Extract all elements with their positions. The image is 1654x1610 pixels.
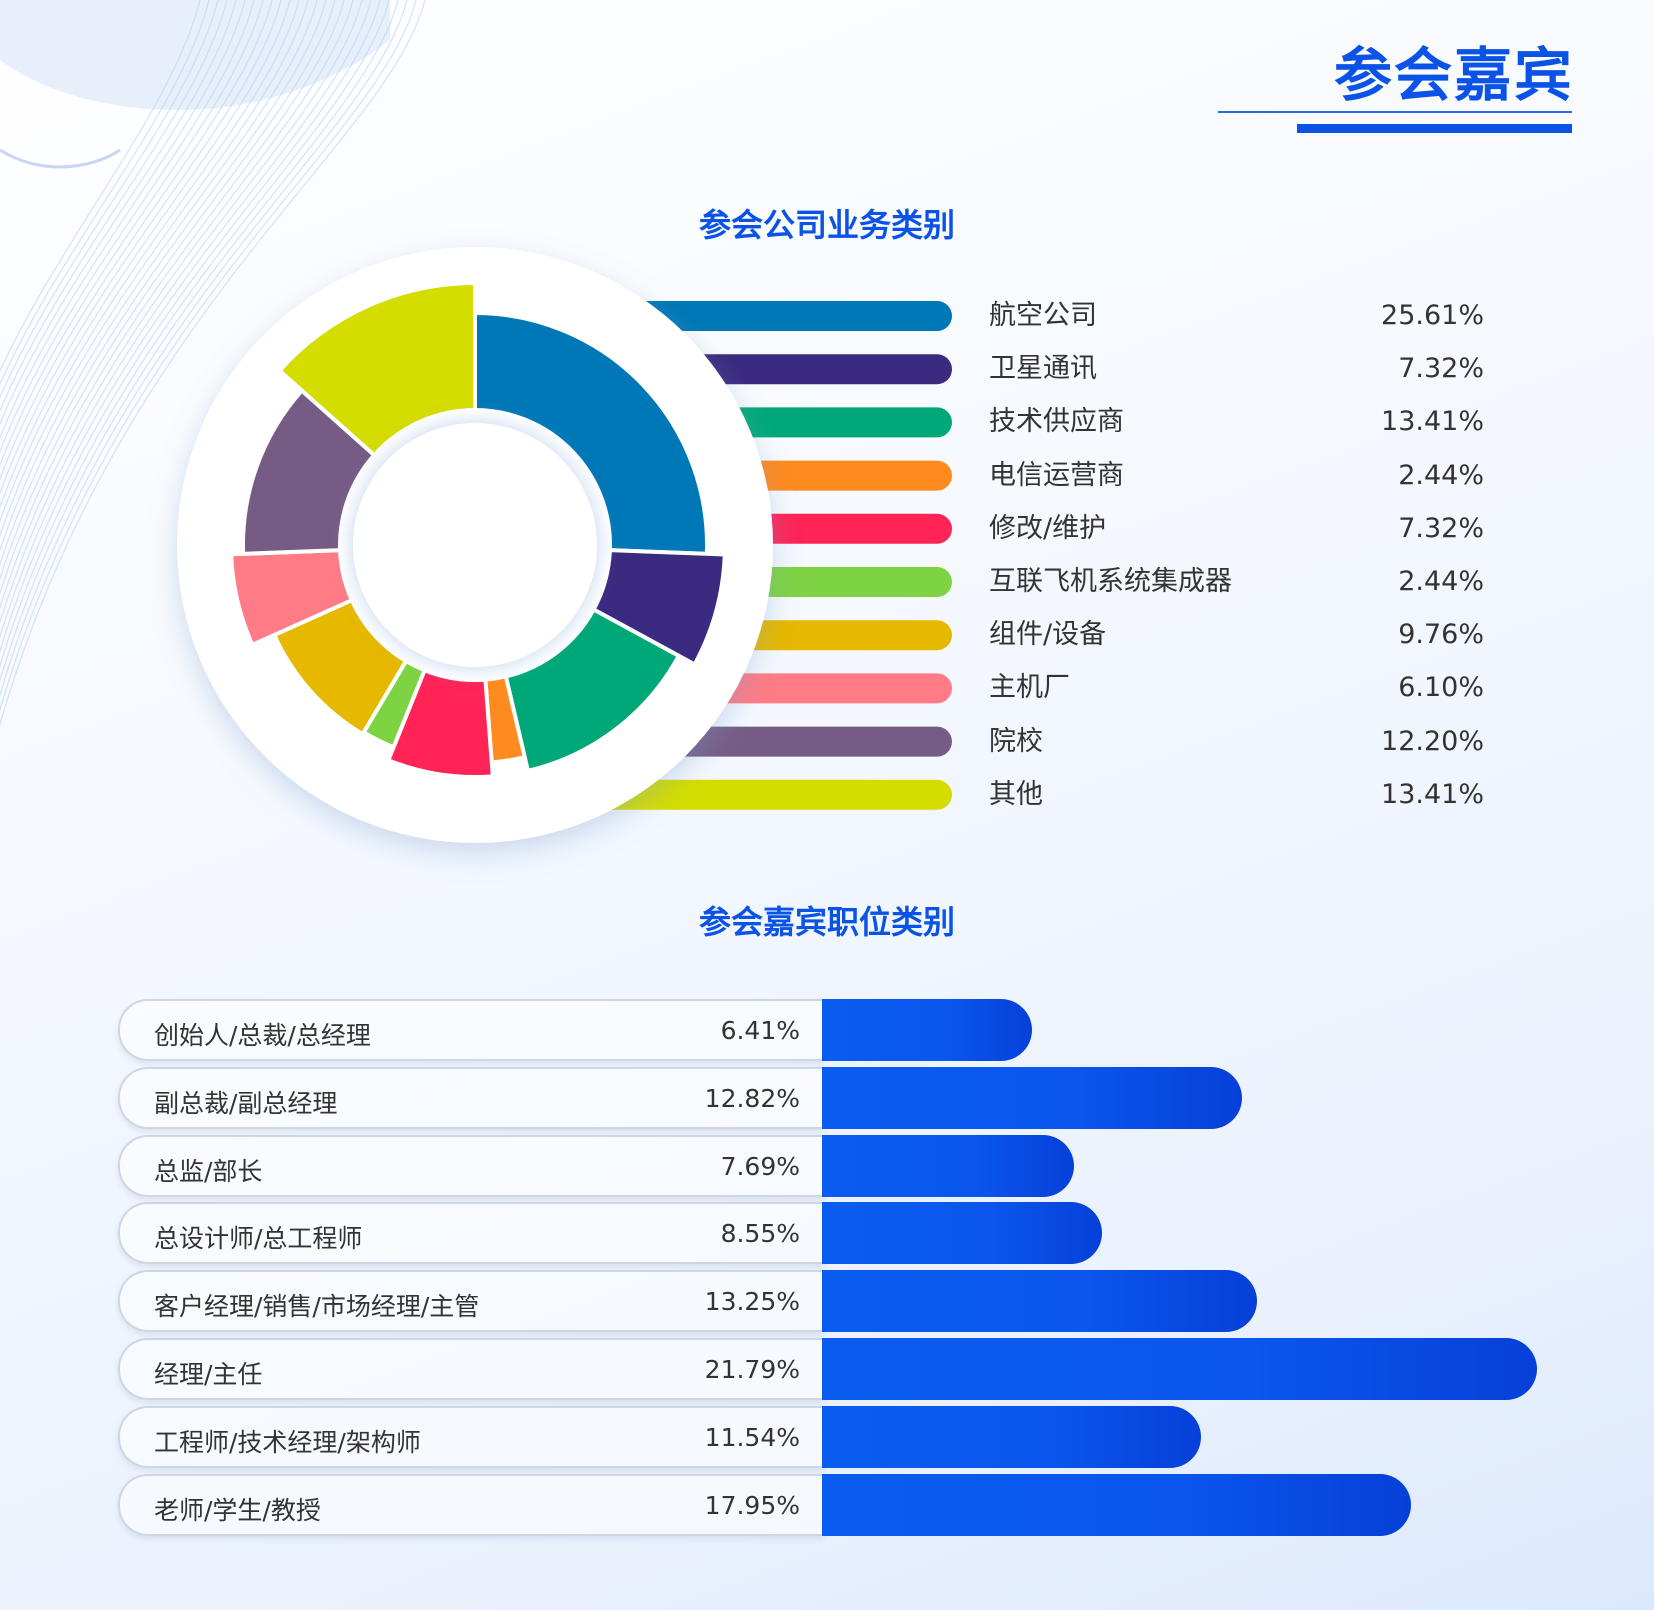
position-label: 副总裁/副总经理 xyxy=(154,1088,338,1118)
position-value: 17.95% xyxy=(704,1490,800,1520)
position-bar xyxy=(822,1270,1257,1333)
position-value: 8.55% xyxy=(720,1219,800,1249)
position-bar xyxy=(822,1405,1201,1468)
position-bar xyxy=(822,1338,1537,1400)
position-label-box: 总监/部长 7.69% xyxy=(118,1134,824,1197)
page-title: 参会嘉宾 xyxy=(1333,41,1574,109)
position-label-box: 副总裁/副总经理 12.82% xyxy=(118,1066,824,1129)
position-bar xyxy=(822,1066,1243,1129)
donut-slice xyxy=(229,548,354,647)
position-value: 12.82% xyxy=(704,1083,800,1113)
position-value: 21.79% xyxy=(704,1355,800,1384)
business-donut-chart xyxy=(177,247,952,843)
title-underline-thick xyxy=(1297,124,1572,133)
position-value: 11.54% xyxy=(704,1422,800,1452)
position-label-box: 老师/学生/教授 17.95% xyxy=(118,1473,824,1536)
position-value: 7.69% xyxy=(720,1151,800,1181)
donut-slice xyxy=(277,281,477,458)
position-chart-title: 参会嘉宾职位类别 xyxy=(698,903,955,941)
donut-slice xyxy=(473,311,709,556)
position-label-box: 经理/主任 21.79% xyxy=(118,1338,824,1400)
donut-slice xyxy=(503,607,681,773)
position-bar xyxy=(822,1202,1103,1265)
position-label: 总监/部长 xyxy=(154,1156,263,1186)
position-label-box: 客户经理/销售/市场经理/主管 13.25% xyxy=(118,1270,824,1333)
position-bar xyxy=(822,999,1033,1061)
position-label-box: 总设计师/总工程师 8.55% xyxy=(118,1202,824,1265)
position-label: 客户经理/销售/市场经理/主管 xyxy=(154,1292,480,1322)
position-label: 工程师/技术经理/架构师 xyxy=(154,1427,421,1457)
position-label: 经理/主任 xyxy=(154,1360,263,1389)
position-label: 总设计师/总工程师 xyxy=(154,1224,363,1254)
position-label-box: 工程师/技术经理/架构师 11.54% xyxy=(118,1405,824,1468)
donut-hole xyxy=(353,423,597,667)
position-label: 老师/学生/教授 xyxy=(154,1495,321,1525)
background-decoration xyxy=(0,0,426,727)
position-bar xyxy=(822,1134,1075,1197)
title-underline-thin xyxy=(1218,111,1572,113)
business-chart-title: 参会公司业务类别 xyxy=(698,206,955,244)
position-label: 创始人/总裁/总经理 xyxy=(154,1021,371,1050)
donut-slice xyxy=(591,548,727,667)
position-value: 13.25% xyxy=(704,1287,800,1317)
position-bar xyxy=(822,1473,1411,1536)
position-value: 6.41% xyxy=(720,1016,800,1045)
position-label-box: 创始人/总裁/总经理 6.41% xyxy=(118,999,824,1061)
